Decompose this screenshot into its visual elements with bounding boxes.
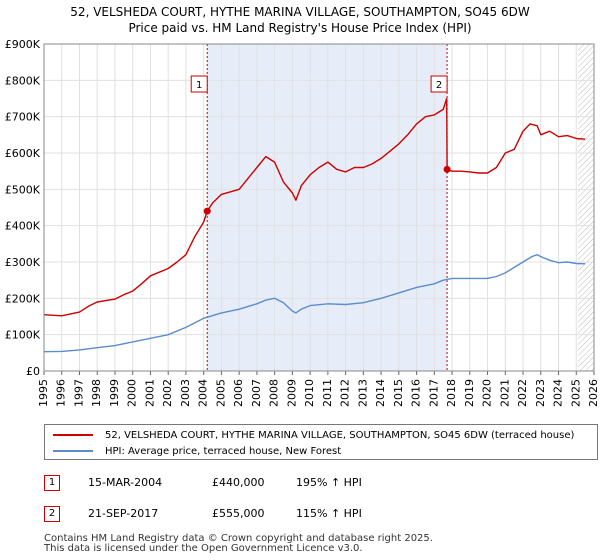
legend-swatch-hpi <box>53 450 93 452</box>
transaction-point <box>203 207 211 215</box>
x-tick-label: 2003 <box>179 379 192 407</box>
x-tick-label: 2018 <box>445 379 458 407</box>
transaction-label: 2 <box>436 80 442 91</box>
x-tick-label: 2006 <box>232 379 245 407</box>
x-tick-label: 2011 <box>321 379 334 407</box>
plot-border <box>43 43 595 372</box>
x-tick-label: 1997 <box>72 379 85 407</box>
chart-legend: 52, VELSHEDA COURT, HYTHE MARINA VILLAGE… <box>44 424 598 460</box>
x-tick-label: 2012 <box>339 379 352 407</box>
transaction-label: 1 <box>196 80 202 91</box>
transaction-hpi-delta: 195% ↑ HPI <box>296 476 362 489</box>
legend-swatch-property <box>53 434 93 436</box>
transaction-label-box <box>190 75 208 93</box>
chart-subtitle: Price paid vs. HM Land Registry's House … <box>128 21 472 35</box>
x-tick-label: 2009 <box>285 379 298 407</box>
x-tick-label: 1995 <box>37 379 50 407</box>
property-series-line <box>43 97 586 317</box>
y-tick-label: £700K <box>5 111 41 124</box>
x-tick-label: 2023 <box>534 379 547 407</box>
x-tick-label: 1999 <box>108 379 121 407</box>
price-chart: 1 2 £0 £100K £200K £300K £400K £500K £600K £700K… <box>5 38 600 407</box>
x-tick-label: 2002 <box>161 379 174 407</box>
transaction-label-box <box>430 75 448 93</box>
chart-title: 52, VELSHEDA COURT, HYTHE MARINA VILLAGE… <box>70 5 530 19</box>
x-tick-label: 2008 <box>268 379 281 407</box>
transaction-date: 21-SEP-2017 <box>88 507 159 520</box>
x-tick-label: 2004 <box>197 379 210 407</box>
legend-item-hpi: HPI: Average price, terraced house, New … <box>53 443 341 459</box>
ownership-period-shade <box>207 44 448 371</box>
legend-item-property: 52, VELSHEDA COURT, HYTHE MARINA VILLAGE… <box>53 427 574 443</box>
hpi-series-line <box>43 253 586 353</box>
y-tick-label: £300K <box>5 256 41 269</box>
transaction-badge: 2 <box>44 506 60 522</box>
x-tick-label: 2025 <box>569 379 582 407</box>
x-tick-label: 1998 <box>90 379 103 407</box>
transaction-hpi-delta: 115% ↑ HPI <box>296 507 362 520</box>
x-tick-label: 2005 <box>214 379 227 407</box>
x-tick-label: 2021 <box>498 379 511 407</box>
footer-copyright: Contains HM Land Registry data © Crown c… <box>44 533 433 544</box>
footer-licence: This data is licensed under the Open Gov… <box>44 543 363 554</box>
x-tick-label: 2007 <box>250 379 263 407</box>
y-tick-label: £800K <box>5 74 41 87</box>
x-tick-label: 2019 <box>463 379 476 407</box>
x-tick-label: 2014 <box>374 379 387 407</box>
x-tick-label: 2026 <box>587 379 600 407</box>
y-tick-label: £600K <box>5 147 41 160</box>
y-tick-label: £100K <box>5 329 41 342</box>
transaction-point <box>443 165 451 173</box>
x-tick-label: 2000 <box>126 379 139 407</box>
legend-label-hpi: HPI: Average price, terraced house, New … <box>105 445 342 457</box>
y-tick-label: £0 <box>26 365 40 378</box>
y-tick-label: £200K <box>5 292 41 305</box>
x-tick-label: 2001 <box>143 379 156 407</box>
y-tick-label: £400K <box>5 220 41 233</box>
transaction-price: £555,000 <box>212 507 265 520</box>
x-tick-label: 1996 <box>55 379 68 407</box>
x-tick-label: 2013 <box>356 379 369 407</box>
x-tick-label: 2017 <box>427 379 440 407</box>
transaction-badge: 1 <box>44 475 60 491</box>
transaction-date: 15-MAR-2004 <box>88 476 163 489</box>
x-tick-label: 2022 <box>516 379 529 407</box>
x-tick-label: 2020 <box>481 379 494 407</box>
forecast-hatch <box>578 44 594 371</box>
x-tick-label: 2015 <box>392 379 405 407</box>
y-tick-label: £500K <box>5 183 41 196</box>
x-tick-label: 2016 <box>410 379 423 407</box>
x-tick-label: 2010 <box>303 379 316 407</box>
x-tick-label: 2024 <box>552 379 565 407</box>
y-tick-label: £900K <box>5 38 41 51</box>
legend-label-property: 52, VELSHEDA COURT, HYTHE MARINA VILLAGE… <box>105 429 575 441</box>
transaction-price: £440,000 <box>212 476 265 489</box>
